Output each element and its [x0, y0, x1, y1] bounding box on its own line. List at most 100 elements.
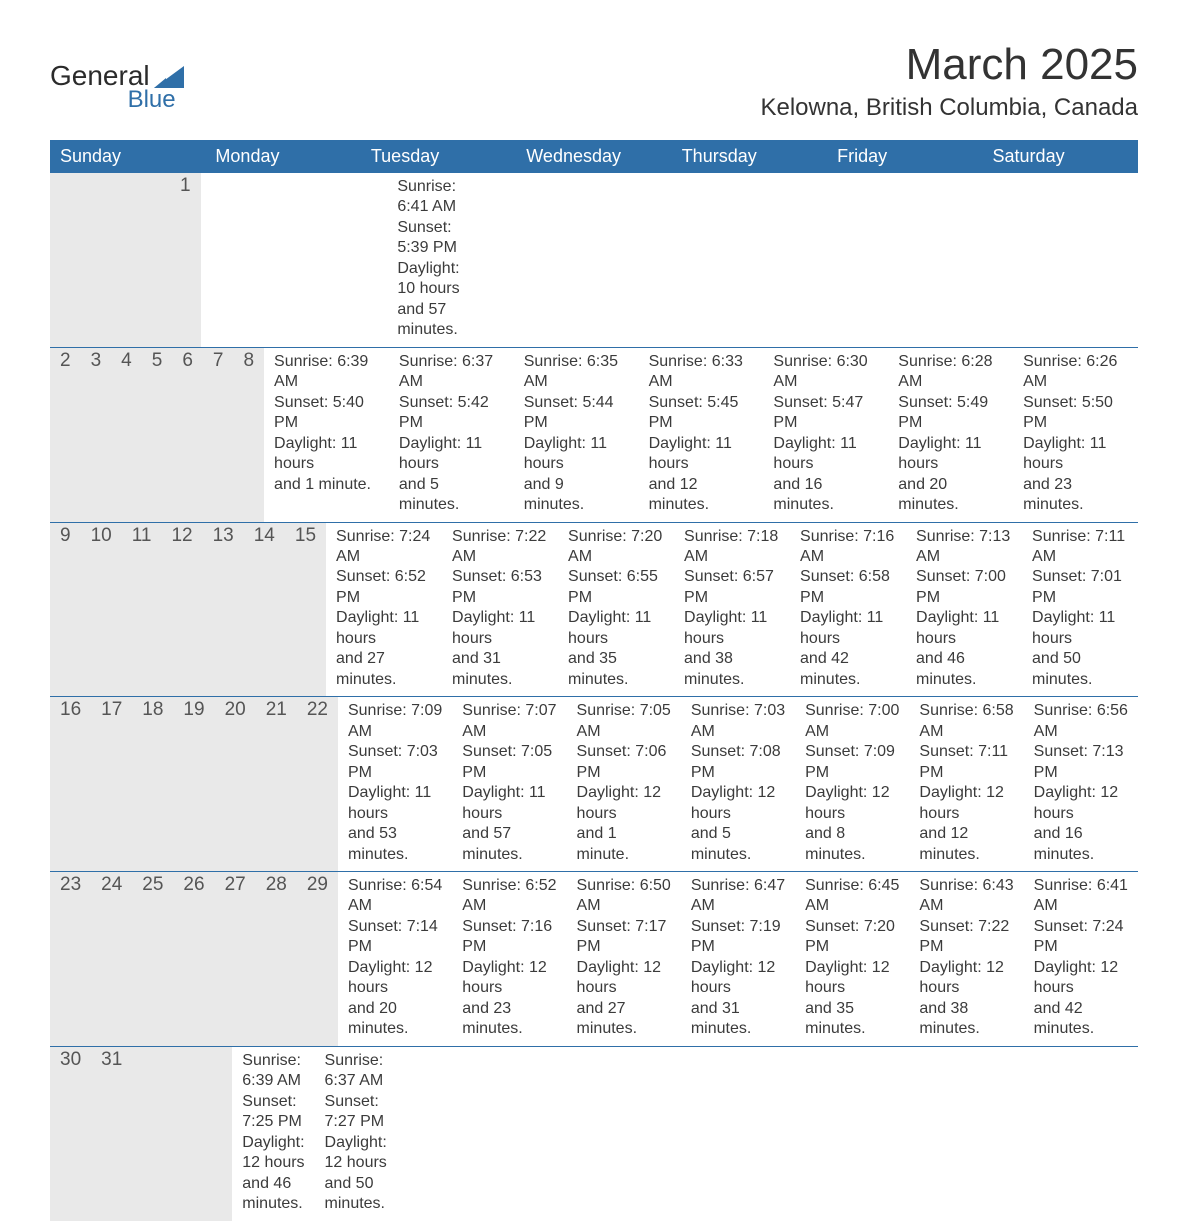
daylight-text: Daylight: 11 hours [336, 608, 432, 649]
daylight-text: Daylight: 11 hours [1023, 434, 1128, 475]
sunrise-text: Sunrise: 7:09 AM [348, 701, 442, 742]
daylight-text: and 38 minutes. [919, 999, 1013, 1040]
daylight-text: Daylight: 12 hours [462, 958, 556, 999]
day-details-cell: Sunrise: 6:41 AMSunset: 5:39 PMDaylight:… [387, 173, 469, 347]
daylight-text: Daylight: 10 hours [397, 259, 459, 300]
daylight-text: and 8 minutes. [805, 824, 899, 865]
calendar-header-cell: Sunday [50, 140, 205, 173]
sunrise-text: Sunrise: 7:07 AM [462, 701, 556, 742]
day-details-cell [584, 1047, 631, 1221]
daylight-text: and 1 minute. [577, 824, 671, 865]
daylight-text: Daylight: 12 hours [691, 958, 785, 999]
day-number-cell: 5 [142, 348, 173, 522]
sunset-text: Sunset: 7:24 PM [1034, 917, 1128, 958]
day-details-cell: Sunrise: 6:37 AMSunset: 7:27 PMDaylight:… [315, 1047, 397, 1221]
daylight-text: and 9 minutes. [524, 475, 629, 516]
day-number-cell [70, 173, 90, 347]
calendar-header-cell: Tuesday [361, 140, 516, 173]
day-number-cell: 6 [172, 348, 203, 522]
day-details-cell: Sunrise: 6:47 AMSunset: 7:19 PMDaylight:… [681, 872, 795, 1046]
daylight-text: and 38 minutes. [684, 649, 780, 690]
day-number-cell [110, 173, 130, 347]
day-number-strip: 2345678 [50, 348, 264, 522]
day-number-cell: 16 [50, 697, 91, 871]
daylight-text: and 57 minutes. [462, 824, 556, 865]
sunrise-text: Sunrise: 7:18 AM [684, 527, 780, 568]
day-number-cell: 24 [91, 872, 132, 1046]
day-details-row: Sunrise: 7:24 AMSunset: 6:52 PMDaylight:… [326, 523, 1138, 697]
day-number-cell: 30 [50, 1047, 91, 1221]
sunrise-text: Sunrise: 7:16 AM [800, 527, 896, 568]
day-number-cell: 2 [50, 348, 81, 522]
day-details-cell: Sunrise: 6:35 AMSunset: 5:44 PMDaylight:… [514, 348, 639, 522]
day-number-cell: 23 [50, 872, 91, 1046]
day-details-cell: Sunrise: 7:07 AMSunset: 7:05 PMDaylight:… [452, 697, 566, 871]
day-number-strip: 9101112131415 [50, 523, 326, 697]
day-number-cell: 13 [203, 523, 244, 697]
day-number-cell: 29 [297, 872, 338, 1046]
calendar-week-row: 2345678Sunrise: 6:39 AMSunset: 5:40 PMDa… [50, 348, 1138, 523]
daylight-text: Daylight: 11 hours [524, 434, 629, 475]
day-number-strip: 16171819202122 [50, 697, 338, 871]
daylight-text: and 20 minutes. [348, 999, 442, 1040]
title-block: March 2025 Kelowna, British Columbia, Ca… [760, 40, 1138, 122]
sunset-text: Sunset: 7:25 PM [242, 1092, 304, 1133]
day-details-cell: Sunrise: 6:33 AMSunset: 5:45 PMDaylight:… [639, 348, 764, 522]
daylight-text: Daylight: 12 hours [577, 783, 671, 824]
day-number-cell [50, 173, 70, 347]
daylight-text: Daylight: 11 hours [399, 434, 504, 475]
day-details-cell [294, 173, 325, 347]
daylight-text: and 1 minute. [274, 475, 379, 495]
daylight-text: and 5 minutes. [691, 824, 785, 865]
day-details-cell [356, 173, 387, 347]
day-number-cell: 1 [170, 173, 201, 347]
day-details-cell: Sunrise: 7:05 AMSunset: 7:06 PMDaylight:… [567, 697, 681, 871]
sunrise-text: Sunrise: 6:30 AM [773, 352, 878, 393]
day-details-row: Sunrise: 6:54 AMSunset: 7:14 PMDaylight:… [338, 872, 1138, 1046]
daylight-text: and 16 minutes. [1034, 824, 1128, 865]
sunset-text: Sunset: 6:53 PM [452, 567, 548, 608]
day-details-cell: Sunrise: 6:54 AMSunset: 7:14 PMDaylight:… [338, 872, 452, 1046]
calendar-header-cell: Monday [205, 140, 360, 173]
day-details-cell [397, 1047, 444, 1221]
sunset-text: Sunset: 7:06 PM [577, 742, 671, 783]
day-number-cell: 27 [215, 872, 256, 1046]
day-details-cell: Sunrise: 6:37 AMSunset: 5:42 PMDaylight:… [389, 348, 514, 522]
day-details-cell: Sunrise: 6:43 AMSunset: 7:22 PMDaylight:… [909, 872, 1023, 1046]
page: General Blue March 2025 Kelowna, British… [0, 0, 1188, 918]
calendar-week-row: 3031Sunrise: 6:39 AMSunset: 7:25 PMDayli… [50, 1047, 1138, 1221]
day-number-cell [212, 1047, 232, 1221]
day-details-cell: Sunrise: 7:18 AMSunset: 6:57 PMDaylight:… [674, 523, 790, 697]
sunrise-text: Sunrise: 6:39 AM [274, 352, 379, 393]
day-details-cell: Sunrise: 7:09 AMSunset: 7:03 PMDaylight:… [338, 697, 452, 871]
day-details-row: Sunrise: 6:41 AMSunset: 5:39 PMDaylight:… [201, 173, 470, 347]
day-number-cell: 9 [50, 523, 81, 697]
daylight-text: and 12 minutes. [649, 475, 754, 516]
sunset-text: Sunset: 7:09 PM [805, 742, 899, 783]
day-details-cell: Sunrise: 7:03 AMSunset: 7:08 PMDaylight:… [681, 697, 795, 871]
header: General Blue March 2025 Kelowna, British… [50, 40, 1138, 122]
day-number-strip: 3031 [50, 1047, 232, 1221]
sunset-text: Sunset: 5:50 PM [1023, 393, 1128, 434]
sunrise-text: Sunrise: 7:22 AM [452, 527, 548, 568]
daylight-text: Daylight: 11 hours [898, 434, 1003, 475]
day-details-cell: Sunrise: 6:50 AMSunset: 7:17 PMDaylight:… [567, 872, 681, 1046]
day-number-cell: 15 [285, 523, 326, 697]
sunrise-text: Sunrise: 7:24 AM [336, 527, 432, 568]
day-number-cell: 31 [91, 1047, 132, 1221]
page-subtitle: Kelowna, British Columbia, Canada [760, 94, 1138, 122]
daylight-text: Daylight: 12 hours [805, 783, 899, 824]
sunset-text: Sunset: 7:17 PM [577, 917, 671, 958]
day-details-row: Sunrise: 6:39 AMSunset: 7:25 PMDaylight:… [232, 1047, 630, 1221]
sunset-text: Sunset: 5:42 PM [399, 393, 504, 434]
sunrise-text: Sunrise: 6:41 AM [397, 177, 459, 218]
daylight-text: Daylight: 11 hours [649, 434, 754, 475]
daylight-text: Daylight: 11 hours [274, 434, 379, 475]
sunset-text: Sunset: 7:03 PM [348, 742, 442, 783]
sunrise-text: Sunrise: 6:43 AM [919, 876, 1013, 917]
daylight-text: and 42 minutes. [800, 649, 896, 690]
day-number-cell: 20 [215, 697, 256, 871]
sunset-text: Sunset: 7:19 PM [691, 917, 785, 958]
day-details-cell: Sunrise: 6:58 AMSunset: 7:11 PMDaylight:… [909, 697, 1023, 871]
day-details-cell [537, 1047, 584, 1221]
